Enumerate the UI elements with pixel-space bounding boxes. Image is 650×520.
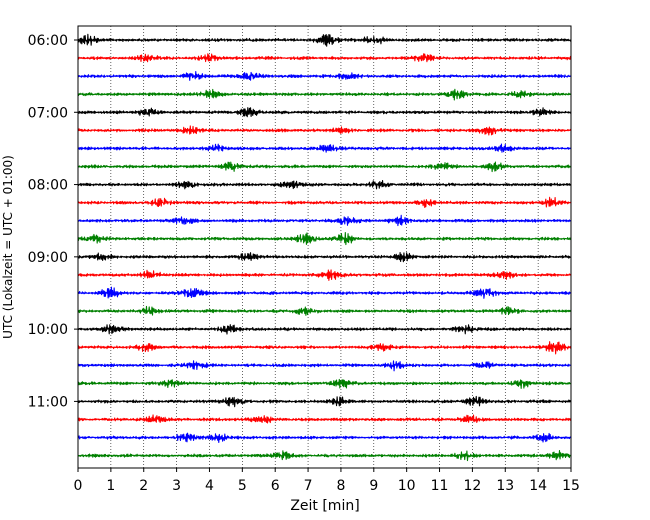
- trace-5: [77, 125, 572, 136]
- y-tick-label-3: 09:00: [28, 250, 68, 266]
- trace-4: [77, 107, 572, 118]
- trace-2: [77, 71, 572, 81]
- y-tick-label-4: 10:00: [28, 322, 68, 338]
- x-tick-label-0: 0: [74, 478, 83, 494]
- trace-13: [77, 269, 572, 281]
- y-tick-label-2: 08:00: [28, 178, 68, 194]
- x-tick-label-1: 1: [106, 478, 115, 494]
- x-tick-label-10: 10: [398, 478, 416, 494]
- y-tick-label-5: 11:00: [28, 394, 68, 410]
- trace-7: [77, 161, 572, 173]
- x-tick-label-11: 11: [431, 478, 449, 494]
- trace-16: [77, 324, 572, 335]
- x-axis-title: Zeit [min]: [290, 498, 359, 514]
- x-tick-label-7: 7: [304, 478, 313, 494]
- trace-11: [77, 232, 572, 246]
- x-tick-label-4: 4: [205, 478, 214, 494]
- x-axis: 0 1 2 3 4 5 6 7 8 9 10 11 12 13 14 15: [74, 468, 580, 494]
- x-tick-label-3: 3: [172, 478, 181, 494]
- x-tick-label-14: 14: [529, 478, 547, 494]
- x-tick-label-5: 5: [238, 478, 247, 494]
- y-axis: 06:00 07:00 08:00 09:00 10:00 11:00: [28, 33, 78, 410]
- trace-6: [77, 143, 572, 153]
- trace-19: [77, 378, 572, 389]
- y-axis-title: UTC (Lokalzeit = UTC + 01:00): [1, 155, 15, 339]
- plot-frame: [77, 25, 572, 469]
- x-tick-label-12: 12: [463, 478, 481, 494]
- trace-21: [77, 414, 572, 424]
- y-tick-label-0: 06:00: [28, 33, 68, 49]
- trace-14: [77, 286, 572, 299]
- y-tick-label-1: 07:00: [28, 105, 68, 121]
- x-tick-label-13: 13: [496, 478, 514, 494]
- trace-9: [77, 196, 572, 208]
- x-tick-label-6: 6: [271, 478, 280, 494]
- trace-22: [77, 432, 572, 444]
- trace-17: [77, 341, 572, 355]
- trace-18: [77, 360, 572, 372]
- x-tick-label-8: 8: [336, 478, 345, 494]
- x-tick-label-15: 15: [562, 478, 580, 494]
- trace-23: [77, 450, 572, 462]
- trace-1: [77, 53, 572, 63]
- trace-3: [77, 88, 572, 101]
- x-tick-label-9: 9: [369, 478, 378, 494]
- trace-15: [77, 305, 572, 316]
- seismic-traces: [77, 33, 572, 462]
- trace-8: [77, 179, 572, 190]
- trace-12: [77, 252, 572, 263]
- trace-0: [77, 33, 572, 47]
- trace-20: [77, 395, 572, 408]
- x-tick-label-2: 2: [139, 478, 148, 494]
- trace-10: [77, 214, 572, 227]
